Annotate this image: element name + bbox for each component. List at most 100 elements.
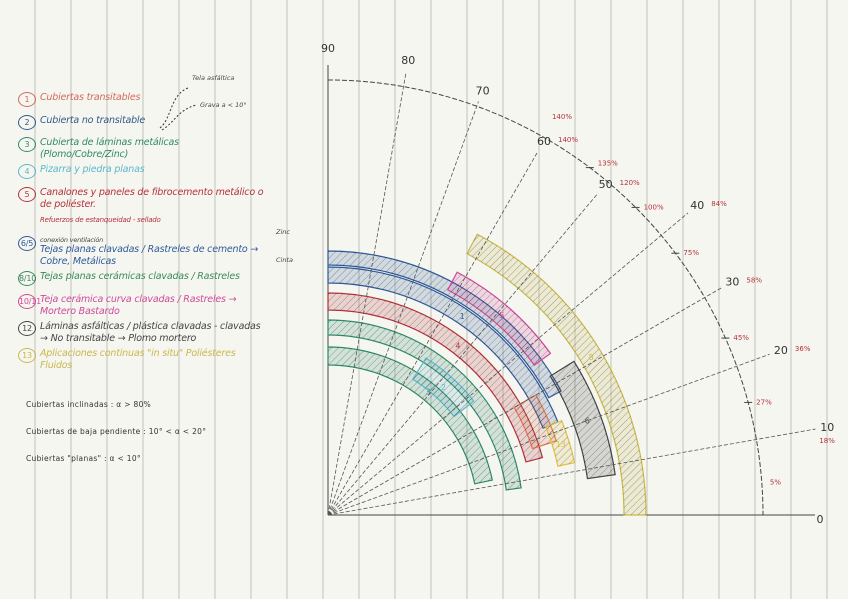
angle-ray xyxy=(327,193,599,516)
slope-percent-label: 36% xyxy=(795,345,811,353)
band-hatching xyxy=(545,420,575,467)
arc-tick-label: 135% xyxy=(598,160,618,168)
band-hatching xyxy=(412,358,474,417)
slope-percent-label: 58% xyxy=(746,277,762,285)
note-baja-pendiente: Cubiertas de baja pendiente : 10° < α < … xyxy=(26,427,207,436)
legend-number-badge: 3 xyxy=(18,137,36,152)
legend-text: Tejas planas clavadas / Rastreles de cem… xyxy=(40,244,259,267)
band-number: 5 xyxy=(499,311,504,320)
angle-label-70: 70 xyxy=(476,84,490,97)
legend-text: Láminas asfálticas / plástica clavadas -… xyxy=(40,320,261,344)
legend-number-badge: 4 xyxy=(18,164,36,179)
band-hatching xyxy=(328,347,493,484)
legend-number-badge: 12 xyxy=(18,320,36,336)
legend-item: 2 Cubierta no transitable xyxy=(18,114,266,138)
annotation-zinc: Zinc xyxy=(276,228,290,236)
legend-item: 6/5 conexión ventilación Tejas planas clav… xyxy=(18,236,266,271)
band-number: 2 xyxy=(441,383,446,392)
legend-item: 13 Aplicaciones continuas "in situ" Polié… xyxy=(18,347,266,375)
legend-item: 12 Láminas asfálticas / plástica clavadas… xyxy=(18,320,266,348)
angle-label-60: 60 xyxy=(537,135,551,148)
band-number: 1 xyxy=(460,312,465,321)
arc-tick-label: 75% xyxy=(683,249,699,257)
arc-tick-label: 27% xyxy=(756,398,772,406)
angle-label-30: 30 xyxy=(725,276,739,289)
band-hatching xyxy=(328,250,562,398)
annotation-arrow xyxy=(161,104,197,131)
legend-text: Canalones y paneles de fibrocemento metá… xyxy=(40,186,264,210)
slope-percent-label: 140% xyxy=(558,136,578,144)
band-number: 8 xyxy=(589,353,594,362)
legend-item: 5 Canalones y paneles de fibrocemento met… xyxy=(18,186,266,214)
legend-number-badge: 1 xyxy=(18,92,36,107)
legend-text-wrap: Láminas asfálticas / plástica clavadas -… xyxy=(40,321,266,345)
legend-text: Refuerzos de estanqueidad - sellado xyxy=(40,215,161,224)
angle-ray xyxy=(327,428,816,516)
angle-ray xyxy=(327,353,770,516)
legend-text: Tejas planas cerámicas clavadas / Rastre… xyxy=(40,271,240,282)
annotation-grava: Grava a < 10° xyxy=(200,101,247,109)
legend-text-wrap: conexión ventilación Tejas planas clavada… xyxy=(40,236,266,268)
slope-percent-label: 18% xyxy=(819,437,835,445)
angle-label-10: 10 xyxy=(820,421,834,434)
angle-label-80: 80 xyxy=(401,54,415,67)
slope-percent-label: 5% xyxy=(770,478,781,486)
angle-label-50: 50 xyxy=(599,178,613,191)
slope-percent-label: 120% xyxy=(620,179,640,187)
band-number: 4 xyxy=(455,342,460,351)
angle-ray xyxy=(327,151,539,516)
arc-tick-label: 45% xyxy=(733,334,749,342)
note-inclinadas: Cubiertas inclinadas : α > 80% xyxy=(26,400,152,409)
legend-text: Cubiertas transitables xyxy=(40,92,141,103)
legend-number-badge: 13 xyxy=(18,347,36,363)
legend-text-wrap: Refuerzos de estanqueidad - sellado xyxy=(40,214,266,226)
angle-ray xyxy=(327,212,689,516)
slope-percent-label: 140% xyxy=(552,113,572,121)
roof-band xyxy=(327,346,494,485)
annotation-conexion: conexión ventilación xyxy=(40,236,104,244)
arc-tick-label: 100% xyxy=(644,203,664,211)
legend-item: 10/11 Teja cerámica curva clavadas / Rast… xyxy=(18,293,266,321)
band-number: 13 xyxy=(556,440,566,449)
band-hatching xyxy=(466,234,646,516)
band-hatching xyxy=(514,395,557,449)
band-hatching xyxy=(328,267,558,429)
legend-number-badge: 8/10 xyxy=(18,271,36,286)
legend-item: 8/10 Tejas planas cerámicas clavadas / Ra… xyxy=(18,271,266,294)
legend-number-badge: 2 xyxy=(18,114,36,130)
annotation-tela: Tela asfáltica xyxy=(192,74,235,82)
legend-number-badge: 10/11 xyxy=(18,293,41,309)
legend-text-wrap: Cubierta no transitable xyxy=(40,115,266,127)
legend-text-wrap: Tejas planas cerámicas clavadas / Rastre… xyxy=(40,271,266,283)
legend-text-wrap: Pizarra y piedra planas xyxy=(40,164,266,176)
legend-item: 3 Cubierta de láminas metálicas (Plomo/Co… xyxy=(18,137,266,164)
legend-text: Cubierta no transitable xyxy=(40,114,146,126)
angle-label-20: 20 xyxy=(774,344,788,357)
band-number: 6 xyxy=(585,417,590,426)
legend-text: Pizarra y piedra planas xyxy=(40,164,145,175)
legend-text-wrap: Teja cerámica curva clavadas / Rastreles… xyxy=(40,294,266,318)
legend-text: Aplicaciones continuas "in situ" Poliést… xyxy=(40,347,236,371)
legend-number-badge: 6/5 xyxy=(18,236,36,251)
reference-arc xyxy=(327,79,764,516)
annotation-cinta: Cinta xyxy=(276,256,293,264)
legend-text-wrap: Canalones y paneles de fibrocemento metá… xyxy=(40,187,266,211)
angle-label-40: 40 xyxy=(690,199,704,212)
band-hatching xyxy=(550,361,616,479)
angle-ray xyxy=(327,71,407,516)
annotation-arrow xyxy=(159,87,189,129)
angle-ray xyxy=(327,287,723,516)
angle-ray xyxy=(327,101,479,516)
legend-number-badge: 5 xyxy=(18,186,36,202)
notes: Cubiertas inclinadas : α > 80% Cubiertas… xyxy=(26,400,206,481)
slope-percent-label: 84% xyxy=(711,200,727,208)
legend-text-wrap: Cubierta de láminas metálicas (Plomo/Cob… xyxy=(40,137,266,161)
legend-text: Cubierta de láminas metálicas (Plomo/Cob… xyxy=(40,137,179,160)
angle-label-90: 90 xyxy=(321,42,335,55)
band-hatching xyxy=(328,320,522,490)
legend-text-wrap: Cubiertas transitables xyxy=(40,92,266,104)
legend-item: Refuerzos de estanqueidad - sellado xyxy=(18,214,266,237)
legend-text-wrap: Aplicaciones continuas "in situ" Poliést… xyxy=(40,348,266,372)
legend: 1 Cubiertas transitables 2 Cubierta no tran… xyxy=(18,92,266,375)
